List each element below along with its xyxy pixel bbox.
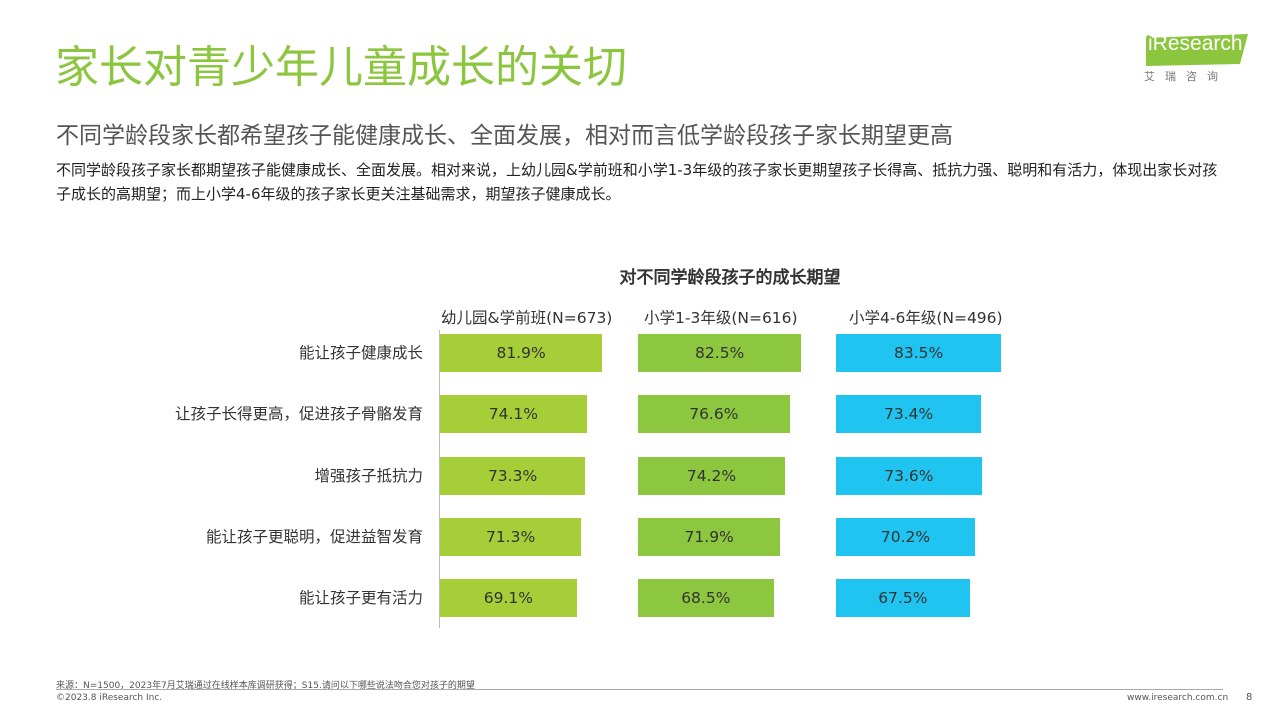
source-note: 来源：N=1500，2023年7月艾瑞通过在线样本库调研获得；S15.请问以下哪… xyxy=(56,681,475,691)
data-label: 73.3% xyxy=(487,466,538,485)
data-label: 71.3% xyxy=(485,527,536,546)
iresearch-logo xyxy=(1146,34,1248,66)
bar: 70.2% xyxy=(836,517,975,556)
bar: 71.3% xyxy=(440,517,582,556)
bar: 81.9% xyxy=(440,334,603,372)
category-label: 能让孩子更聪明，促进益智发育 xyxy=(205,527,423,546)
data-label: 82.5% xyxy=(695,344,745,362)
copyright: ©2023.8 iResearch Inc. xyxy=(56,693,163,703)
data-label: 68.5% xyxy=(681,589,731,608)
website-link[interactable]: www.iresearch.com.cn xyxy=(1127,693,1229,703)
page-number: 8 xyxy=(1246,692,1253,703)
data-label: 67.5% xyxy=(878,589,928,608)
bar: 73.4% xyxy=(836,395,982,434)
category-label: 增强孩子抵抗力 xyxy=(314,466,423,485)
data-label: 74.1% xyxy=(488,405,538,424)
bar: 68.5% xyxy=(638,579,774,618)
category-label: 能让孩子更有活力 xyxy=(298,589,423,608)
category-axis-line xyxy=(439,330,440,628)
data-label: 69.1% xyxy=(483,589,534,608)
logo-text: iResearch xyxy=(1148,32,1243,55)
data-label: 83.5% xyxy=(894,344,944,362)
data-label: 71.9% xyxy=(684,527,734,546)
series-label-grade-4-6: 小学4-6年级(N=496) xyxy=(849,309,1003,327)
series-label-kindergarten: 幼儿园&学前班(N=673) xyxy=(441,309,613,327)
page-subtitle: 不同学龄段家长都希望孩子能健康成长、全面发展，相对而言低学龄段孩子家长期望更高 xyxy=(56,123,953,149)
data-label: 81.9% xyxy=(496,344,546,362)
category-label: 能让孩子健康成长 xyxy=(298,344,423,362)
bar: 76.6% xyxy=(638,395,790,434)
data-label: 74.2% xyxy=(686,466,737,485)
bar: 71.9% xyxy=(638,517,781,556)
series-label-grade-1-3: 小学1-3年级(N=616) xyxy=(644,309,798,327)
chart-title: 对不同学龄段孩子的成长期望 xyxy=(619,268,841,288)
category-label: 让孩子长得更高，促进孩子骨骼发育 xyxy=(174,405,423,424)
data-label: 73.4% xyxy=(884,405,934,424)
bar: 67.5% xyxy=(836,579,970,618)
bar: 82.5% xyxy=(638,334,802,372)
data-label: 70.2% xyxy=(880,527,931,546)
bar: 73.3% xyxy=(440,456,586,495)
data-label: 73.6% xyxy=(884,466,934,485)
footer-divider xyxy=(56,689,1223,690)
bar: 69.1% xyxy=(440,579,577,618)
bar: 74.2% xyxy=(638,456,785,495)
bar: 83.5% xyxy=(836,334,1002,372)
bar: 74.1% xyxy=(440,395,587,434)
page-description: 不同学龄段孩子家长都期望孩子能健康成长、全面发展。相对来说，上幼儿园&学前班和小… xyxy=(56,161,1218,203)
bar: 73.6% xyxy=(836,456,982,495)
page-title: 家长对青少年儿童成长的关切 xyxy=(55,42,627,93)
logo-subtext: 艾瑞咨询 xyxy=(1144,70,1228,83)
data-label: 76.6% xyxy=(689,405,739,424)
